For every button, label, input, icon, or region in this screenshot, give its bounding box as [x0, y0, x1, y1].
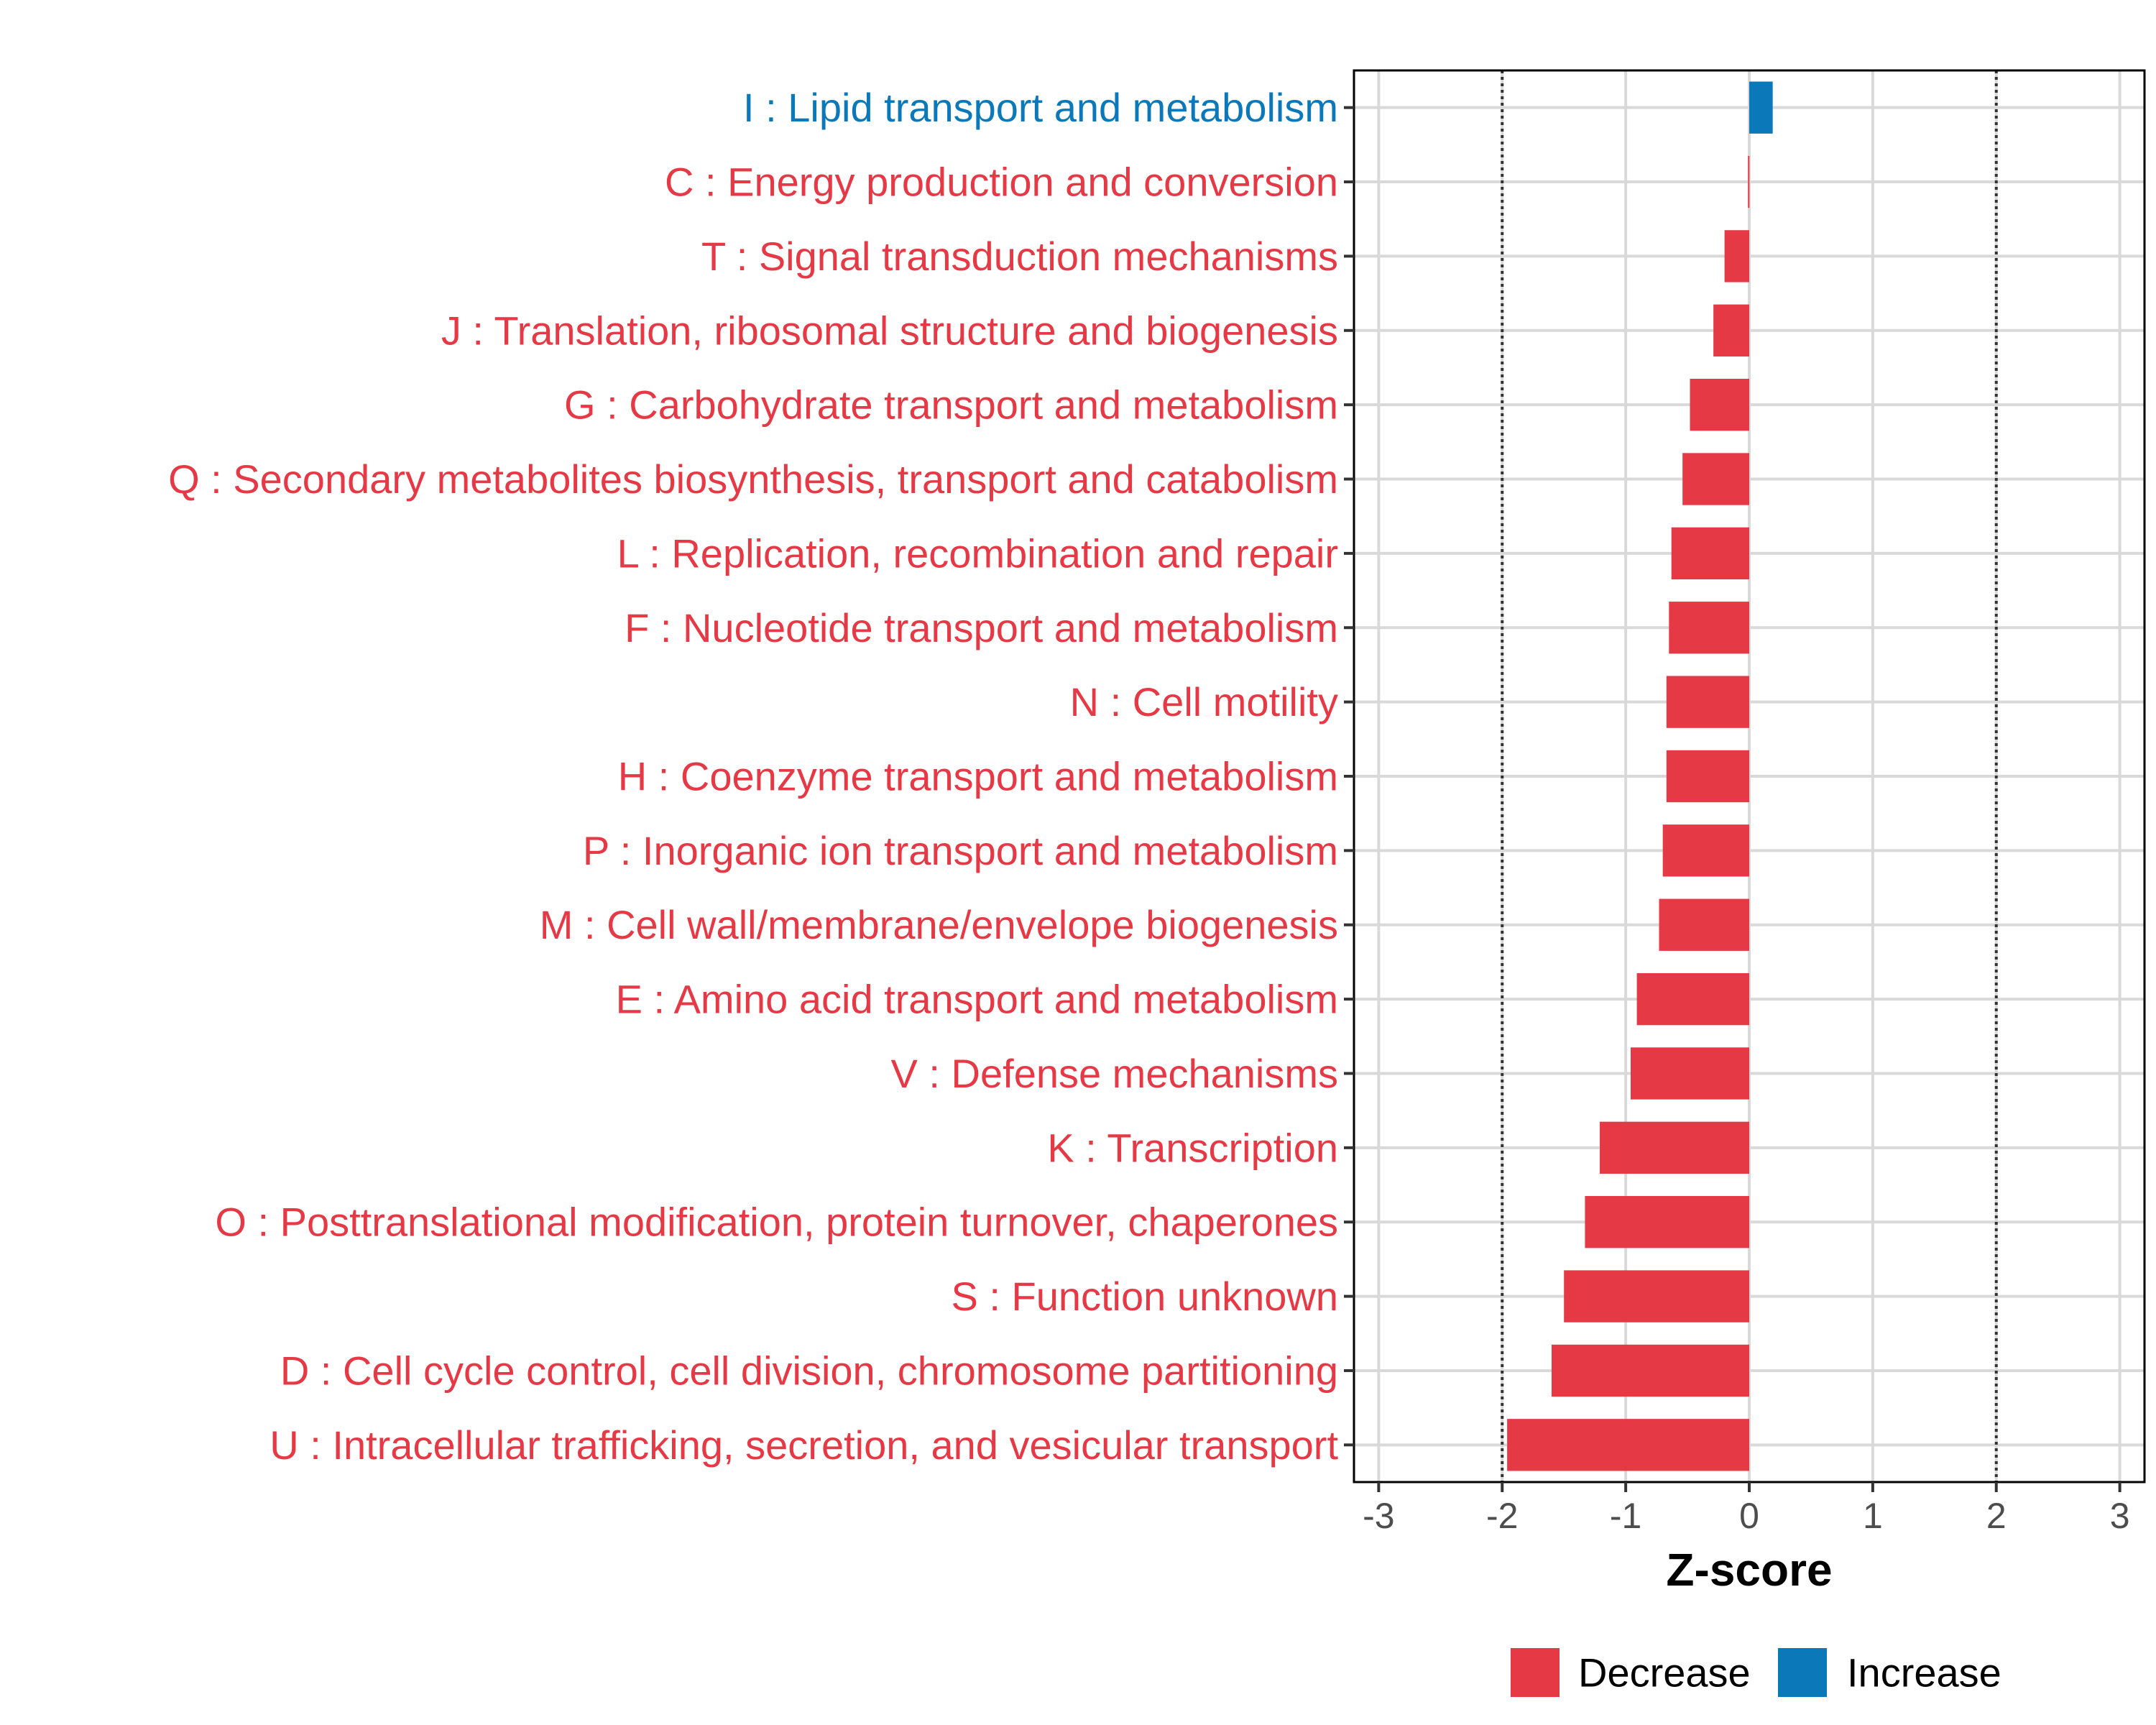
bar: [1666, 676, 1749, 728]
category-label: M : Cell wall/membrane/envelope biogenes…: [540, 902, 1338, 947]
x-tick-label: -1: [1610, 1496, 1641, 1536]
bar: [1552, 1344, 1749, 1397]
bar: [1749, 81, 1773, 134]
category-label: Q : Secondary metabolites biosynthesis, …: [168, 456, 1338, 502]
bar: [1724, 230, 1749, 282]
bar: [1659, 898, 1749, 951]
x-tick-label: -3: [1363, 1496, 1394, 1536]
bars-layer: [1507, 81, 1773, 1471]
category-label: T : Signal transduction mechanisms: [701, 234, 1338, 279]
reference-lines: [1501, 70, 1998, 1482]
bar: [1671, 527, 1749, 580]
legend-label: Decrease: [1578, 1650, 1751, 1696]
bar: [1662, 824, 1749, 877]
bar: [1585, 1196, 1749, 1248]
x-axis: -3 -2 -1 0 1 2 3: [1363, 1482, 2130, 1536]
bar: [1669, 602, 1749, 654]
bar: [1600, 1121, 1749, 1174]
legend-swatch: [1778, 1648, 1827, 1697]
bar: [1748, 155, 1750, 208]
bar: [1636, 972, 1749, 1026]
category-label: O : Posttranslational modification, prot…: [215, 1200, 1338, 1245]
legend-swatch: [1511, 1648, 1560, 1697]
x-tick-label: -2: [1486, 1496, 1518, 1536]
x-axis-title: Z-score: [1666, 1544, 1832, 1596]
legend-label: Increase: [1847, 1650, 2001, 1696]
category-label: N : Cell motility: [1070, 679, 1338, 724]
bar: [1713, 304, 1749, 356]
bar: [1564, 1270, 1749, 1322]
category-label: J : Translation, ribosomal structure and…: [441, 308, 1338, 353]
x-tick-label: 2: [1986, 1496, 2007, 1536]
x-tick-label: 1: [1863, 1496, 1883, 1536]
category-label: E : Amino acid transport and metabolism: [616, 977, 1338, 1022]
x-tick-label: 3: [2110, 1496, 2130, 1536]
category-label: U : Intracellular trafficking, secretion…: [270, 1422, 1338, 1468]
category-label: C : Energy production and conversion: [665, 160, 1338, 205]
category-label: D : Cell cycle control, cell division, c…: [280, 1348, 1338, 1393]
y-axis: I : Lipid transport and metabolism C : En…: [168, 85, 1354, 1468]
bar: [1631, 1047, 1749, 1100]
bar: [1682, 453, 1749, 505]
category-label: I : Lipid transport and metabolism: [743, 85, 1338, 130]
category-label: V : Defense mechanisms: [891, 1051, 1338, 1096]
category-label: S : Function unknown: [951, 1274, 1338, 1319]
category-label: G : Carbohydrate transport and metabolis…: [564, 382, 1338, 428]
bar: [1507, 1419, 1749, 1471]
x-tick-label: 0: [1739, 1496, 1759, 1536]
bar: [1666, 750, 1749, 803]
category-label: F : Nucleotide transport and metabolism: [625, 605, 1338, 650]
category-label: K : Transcription: [1047, 1125, 1338, 1170]
bar: [1690, 378, 1749, 431]
category-label: L : Replication, recombination and repai…: [617, 530, 1338, 576]
legend: Decrease Increase: [1511, 1648, 2001, 1697]
category-label: H : Coenzyme transport and metabolism: [618, 754, 1338, 799]
category-label: P : Inorganic ion transport and metaboli…: [583, 828, 1338, 873]
